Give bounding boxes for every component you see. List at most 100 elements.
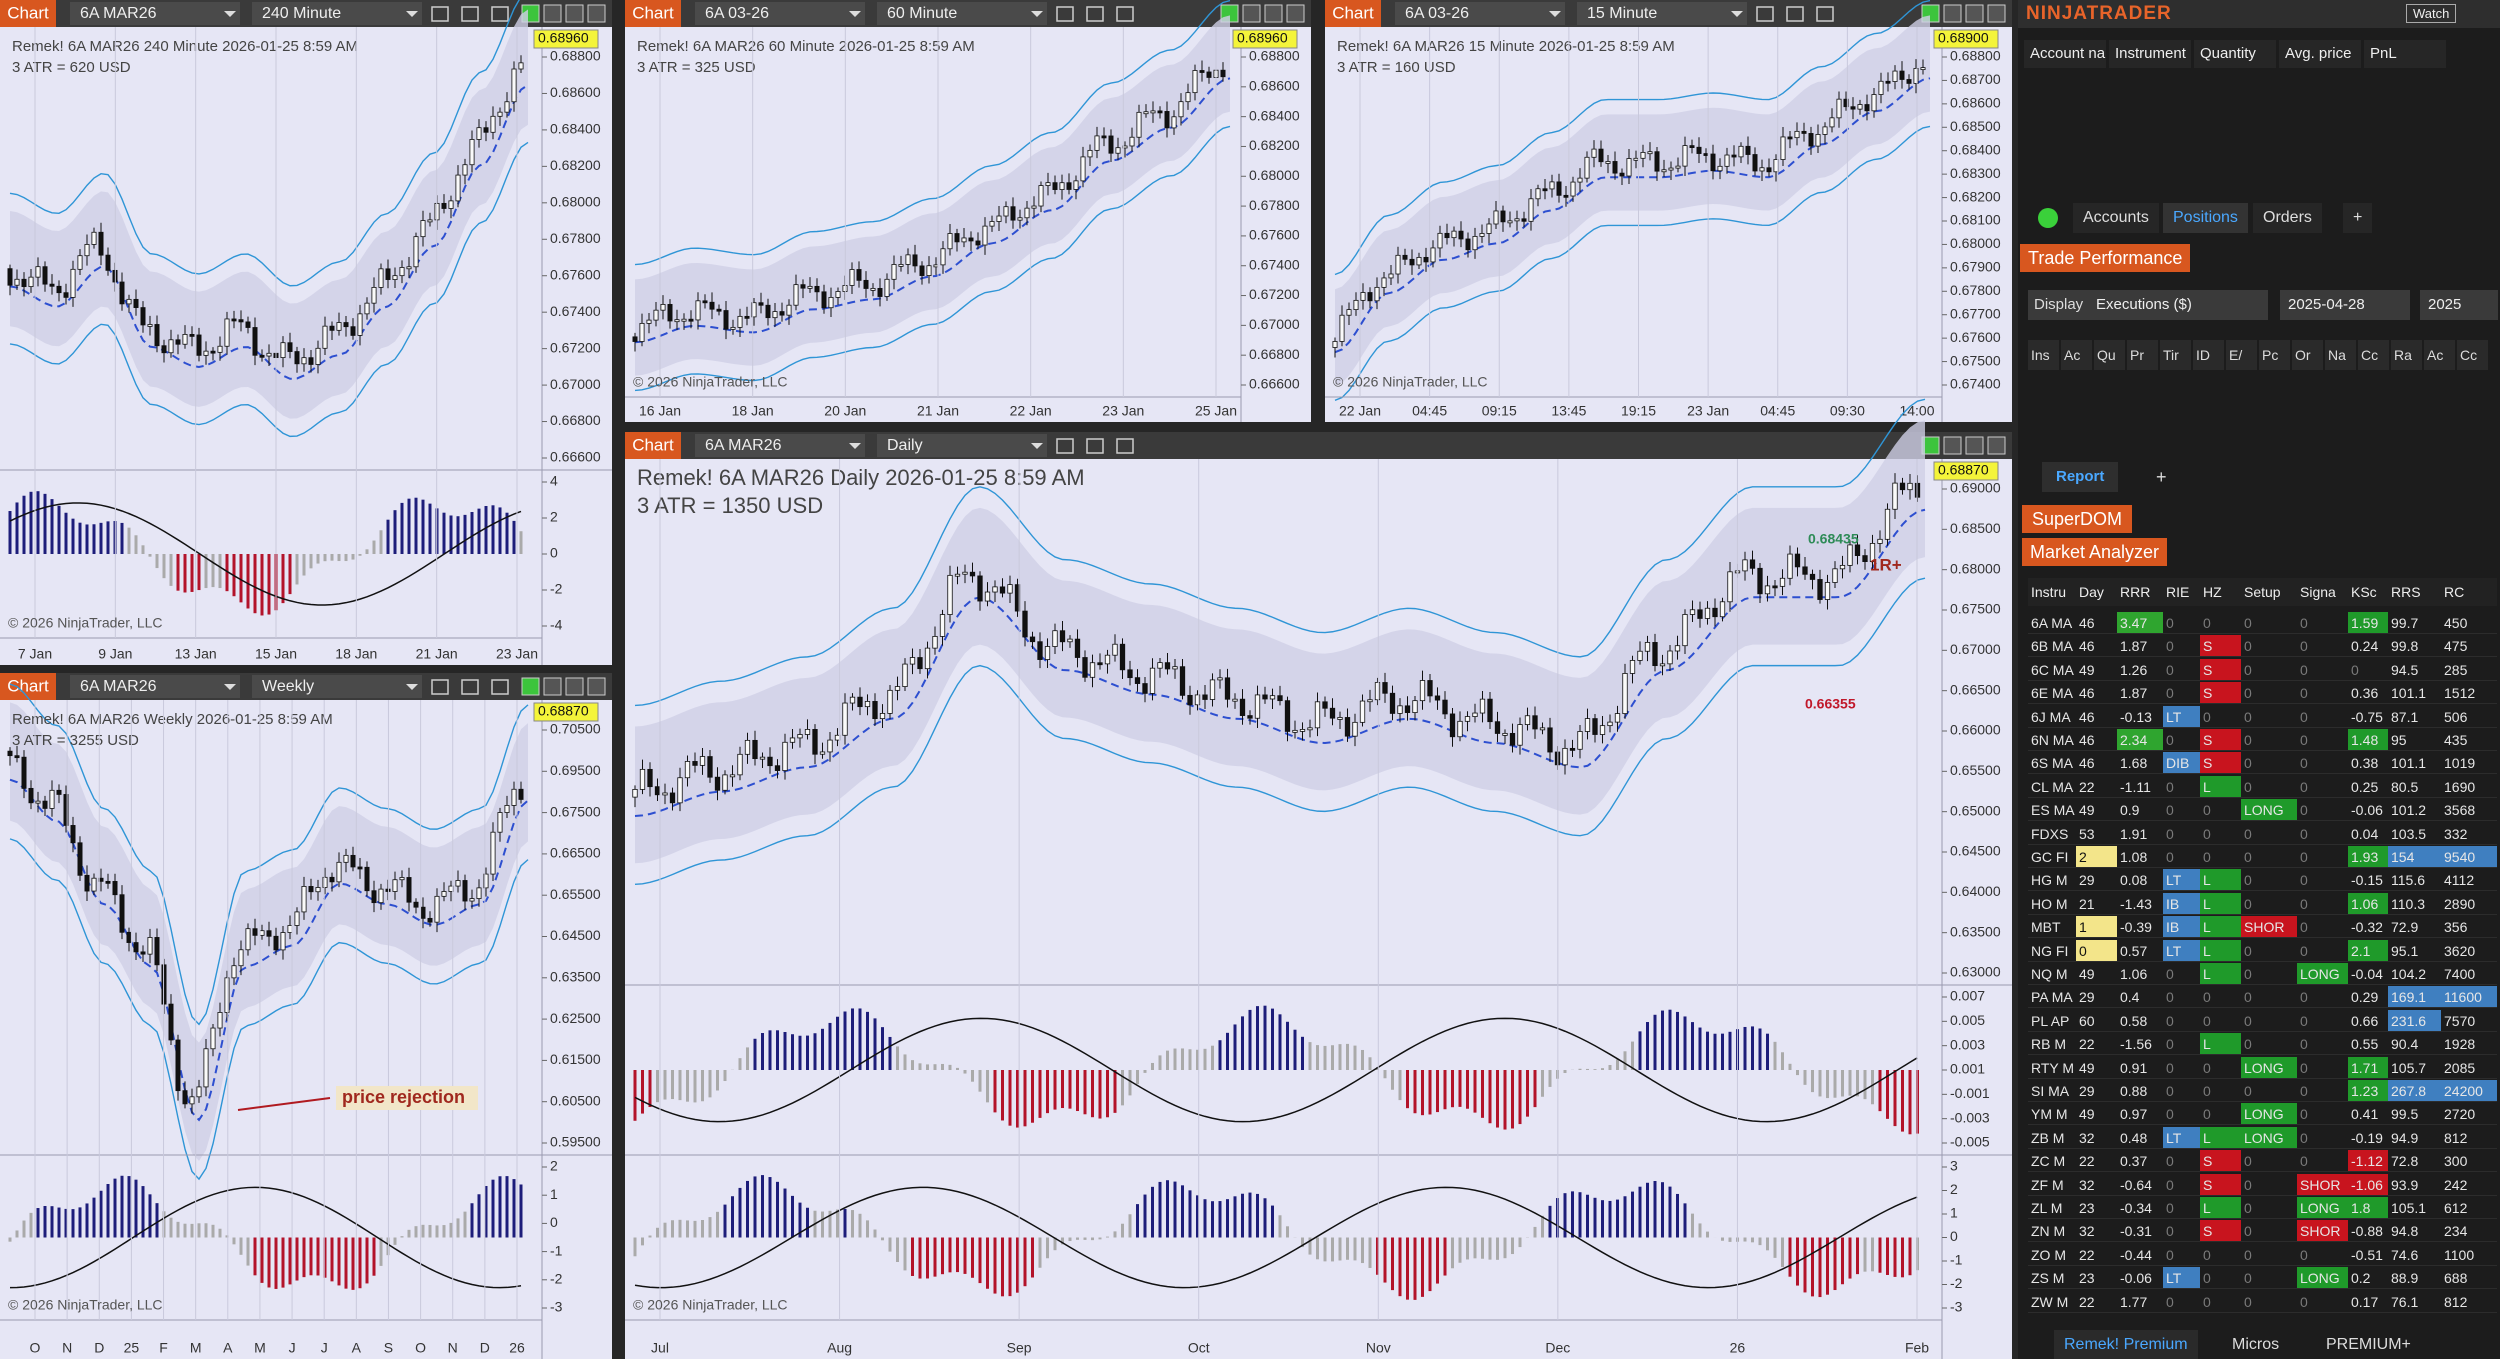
toolbar-icon[interactable] [1116,6,1134,22]
analyzer-cell: 0.37 [2117,1150,2163,1173]
toolbar-icon[interactable] [461,6,479,22]
toolbar-icon[interactable] [1756,6,1774,22]
candle-body [1346,309,1352,316]
account-tab[interactable]: Accounts [2073,203,2159,233]
window-button[interactable] [543,677,562,696]
histogram-bar [993,1070,997,1113]
window-button[interactable] [1987,4,2006,23]
candle-body [1344,717,1351,737]
window-button[interactable] [521,677,540,696]
histogram-bar [1631,1191,1634,1238]
candle-body [1465,238,1471,251]
bottom-tab[interactable]: Remek! Premium [2054,1330,2198,1359]
toolbar-icon[interactable] [461,679,479,695]
candle-body [681,318,687,322]
candle-body [1598,148,1604,163]
bottom-tab[interactable]: PREMIUM+ [2316,1330,2421,1359]
toolbar-icon[interactable] [431,679,449,695]
window-button[interactable] [1965,4,1984,23]
histogram-bar [1766,1033,1769,1070]
interval-selector[interactable] [1577,2,1747,25]
chart-button[interactable] [0,0,56,27]
window-button[interactable] [565,4,584,23]
account-tab[interactable]: Positions [2163,203,2248,233]
toolbar-icon[interactable] [491,679,509,695]
candle-body [77,255,83,270]
toolbar-icon[interactable] [1116,438,1134,454]
window-button[interactable] [1987,436,2006,455]
instrument-selector[interactable] [70,675,240,698]
display-select[interactable]: Executions ($) [2088,290,2268,320]
candle-body [196,1086,202,1098]
instrument-selector[interactable] [1395,2,1565,25]
analyzer-cell: L [2200,775,2241,798]
analyzer-cell: S [2200,1220,2241,1243]
toolbar-icon[interactable] [1056,6,1074,22]
positions-column: Quantity [2194,40,2276,68]
interval-selector[interactable] [252,675,422,698]
histogram-bar [1713,1033,1717,1070]
histogram-bar [379,530,383,554]
window-button[interactable] [1943,436,1962,455]
analyzer-cell: 99.5 [2388,1103,2441,1126]
window-button[interactable] [543,4,562,23]
last-price: 0.68870 [538,703,589,719]
analyzer-cell: PL AP [2028,1010,2076,1032]
copyright: © 2026 NinjaTrader, LLC [633,374,788,390]
report-tab[interactable]: Report [2042,462,2119,492]
add-tab[interactable]: + [2156,467,2167,487]
histogram-bar [197,554,201,591]
window-button[interactable] [1965,436,1984,455]
window-button[interactable] [1242,4,1261,23]
window-button[interactable] [1264,4,1283,23]
window-button[interactable] [587,677,606,696]
chart-button[interactable] [625,0,681,27]
candle-body [21,278,27,288]
toolbar-icon[interactable] [431,6,449,22]
toolbar-icon[interactable] [1086,6,1104,22]
toolbar-icon[interactable] [1086,438,1104,454]
analyzer-cell: 332 [2441,823,2497,845]
bottom-tab[interactable]: Micros [2222,1330,2290,1359]
analyzer-cell: 0 [2297,729,2348,751]
histogram-bar [113,1178,117,1238]
candle-body [699,756,706,766]
histogram-bar [1346,1237,1349,1260]
instrument-selector[interactable] [695,2,865,25]
account-tab[interactable]: Orders [2253,203,2322,233]
date-from[interactable]: 2025-04-28 [2280,290,2410,320]
candle-body [1217,677,1223,681]
interval-selector[interactable] [877,434,1047,457]
analyzer-cell: 300 [2441,1150,2497,1173]
toolbar-icon[interactable] [1056,438,1074,454]
analyzer-cell: 72.9 [2388,916,2441,939]
instrument-selector[interactable] [695,434,865,457]
time-label: 14:00 [1899,403,1934,419]
histogram-bar [1878,1237,1882,1273]
histogram-bar [1886,1070,1889,1119]
watch-button[interactable]: Watch [2406,4,2457,23]
date-to[interactable]: 2025 [2420,290,2498,320]
candle-body [441,891,447,897]
chart-button[interactable] [625,432,681,459]
oscillator-line [9,502,522,606]
interval-selector[interactable] [877,2,1047,25]
account-tab[interactable]: + [2343,203,2373,233]
window-button[interactable] [1943,4,1962,23]
toolbar-icon[interactable] [1786,6,1804,22]
chart-button[interactable] [1325,0,1381,27]
window-button[interactable] [565,677,584,696]
candle-body [196,334,202,356]
instrument-selector[interactable] [70,2,240,25]
toolbar-icon[interactable] [491,6,509,22]
analyzer-cell: 72.8 [2388,1150,2441,1173]
interval-selector[interactable] [252,2,422,25]
chart-button[interactable] [0,673,56,700]
window-button[interactable] [1286,4,1305,23]
histogram-bar [512,1179,516,1238]
toolbar-icon[interactable] [1816,6,1834,22]
histogram-bar [176,554,180,591]
histogram-bar [267,554,271,615]
window-button[interactable] [587,4,606,23]
candle-body [105,254,111,271]
